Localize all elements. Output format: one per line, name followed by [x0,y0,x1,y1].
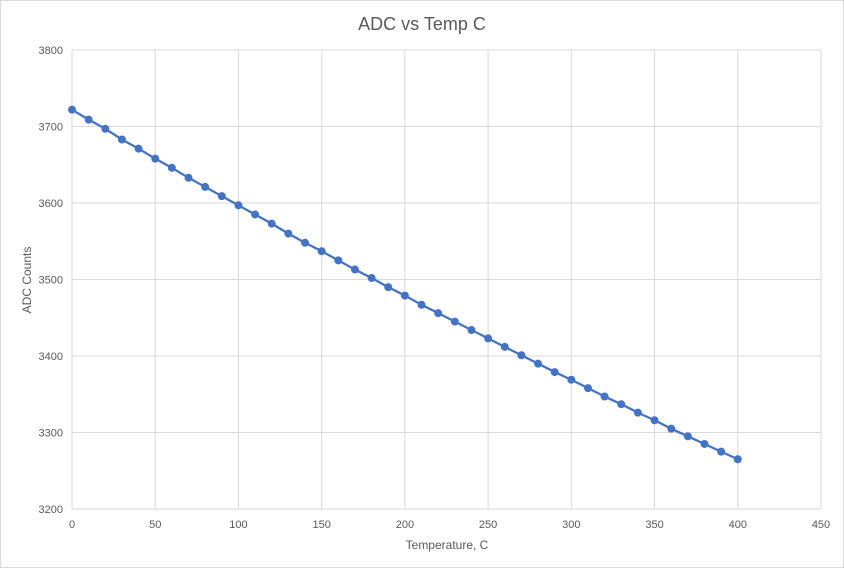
data-point [68,105,76,114]
x-tick-label: 0 [69,519,75,531]
data-point [633,408,642,417]
data-point [617,400,626,409]
y-tick-label: 3400 [39,351,63,363]
data-point [251,210,260,219]
data-point [650,416,659,425]
data-point [134,144,143,153]
x-tick-label: 300 [562,519,580,531]
data-point [600,392,609,401]
data-point [350,265,359,274]
x-tick-label: 200 [396,519,414,531]
data-point [317,247,326,256]
data-point [500,342,509,351]
data-point [117,135,126,144]
data-point [151,154,160,163]
data-point [400,291,409,300]
data-point [284,229,293,238]
data-point [384,283,393,292]
chart-title: ADC vs Temp C [358,14,486,34]
data-point [717,447,726,456]
y-tick-label: 3200 [39,504,63,516]
data-point [167,163,176,172]
data-point [84,115,93,124]
y-tick-label: 3300 [39,428,63,440]
data-point [517,351,526,360]
y-tick-label: 3700 [39,122,63,134]
grid-lines [71,49,822,510]
data-point [700,439,709,448]
data-point [234,201,243,210]
x-tick-label: 450 [812,519,830,531]
data-point [450,317,459,326]
x-axis-title: Temperature, C [406,538,489,552]
data-point [484,334,493,343]
data-point [184,173,193,182]
x-tick-label: 50 [149,519,161,531]
x-tick-label: 400 [729,519,747,531]
y-tick-label: 3600 [39,198,63,210]
data-point [201,182,210,191]
data-point [567,375,576,384]
x-tick-label: 350 [645,519,663,531]
data-point [583,384,592,393]
data-point [667,424,676,433]
data-point [467,325,476,334]
data-point [367,273,376,282]
y-tick-label: 3800 [39,45,63,57]
data-point [334,256,343,265]
data-point [733,455,742,464]
tick-labels: 3200 3300 3400 3500 3600 3700 3800 0 50 100 150 200… [39,45,831,531]
data-point [534,359,543,368]
x-tick-label: 100 [229,519,247,531]
data-point [417,300,426,309]
data-point [217,192,226,201]
data-point [101,124,110,133]
y-tick-label: 3500 [39,275,63,287]
data-point [301,238,310,247]
y-axis-title: ADC Counts [20,247,34,314]
x-tick-label: 250 [479,519,497,531]
data-point [683,432,692,441]
x-tick-label: 150 [312,519,330,531]
data-point [434,309,443,318]
data-point [267,219,276,228]
series-line-group [68,105,742,464]
data-point [550,368,559,377]
